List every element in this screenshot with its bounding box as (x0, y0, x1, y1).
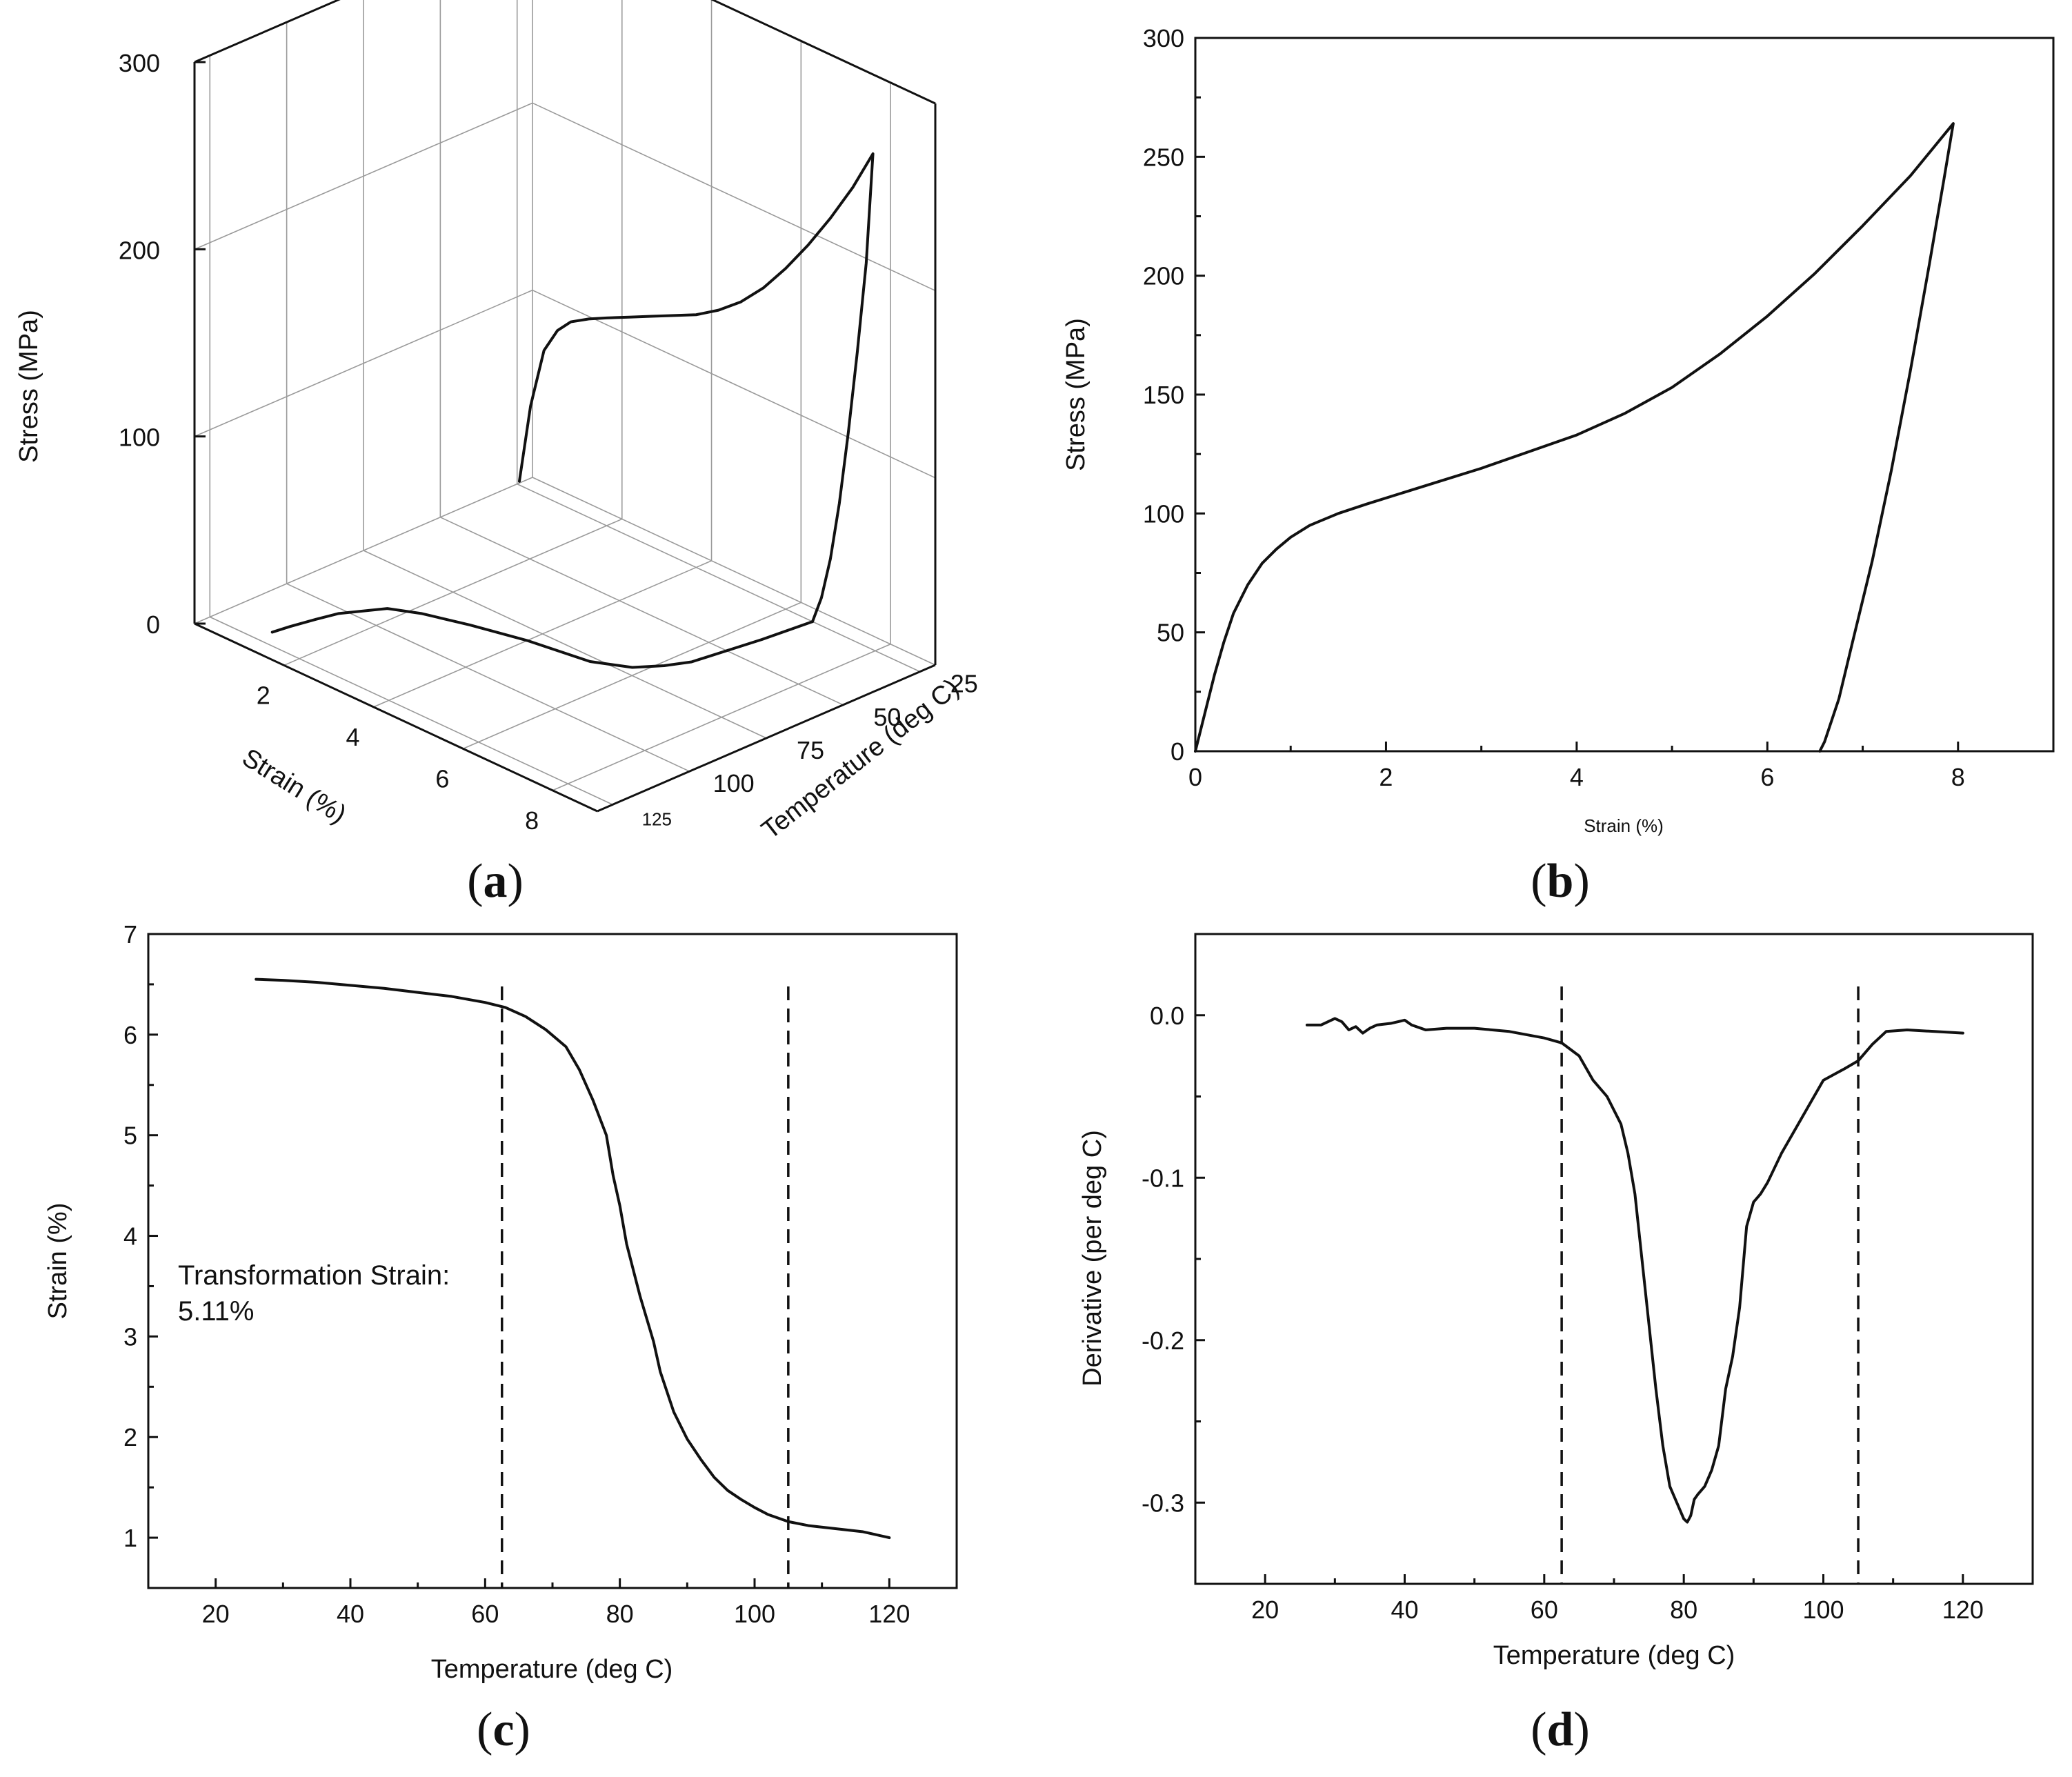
panel-b-axes: 0 2 4 6 8 0 50 100 150 200 250 300 (1143, 24, 2055, 791)
y-tick-label: -0.3 (1142, 1489, 1184, 1517)
panel-b-xlabel: Strain (%) (1584, 815, 1664, 836)
top-back-edge (194, 0, 341, 63)
panel-c-ylabel: Strain (%) (43, 1203, 72, 1320)
panel-b-label: (b) (1531, 855, 1590, 908)
panel-a-zlabel: Stress (MPa) (14, 310, 43, 463)
strain-axis (194, 622, 598, 813)
panel-a-ylabel: Temperature (deg C) (757, 673, 965, 845)
y-tick-label: 100 (1143, 499, 1184, 528)
panel-a-xlabel: Strain (%) (237, 743, 352, 829)
floor-grid-temperature (209, 616, 613, 806)
y-tick-label: 4 (123, 1222, 137, 1251)
y-tick-label: 50 (873, 703, 901, 731)
y-tick-label: 100 (713, 769, 755, 797)
y-tick-label: 6 (123, 1021, 137, 1049)
y-tick-label: 50 (1157, 619, 1184, 647)
x-tick-label: 2 (1379, 763, 1393, 791)
temperature-axis (597, 664, 936, 813)
y-tick-label: 150 (1143, 381, 1184, 409)
y-tick-label: -0.1 (1142, 1164, 1184, 1192)
panel-d-ylabel: Derivative (per deg C) (1078, 1130, 1107, 1387)
x-tick-label: 120 (868, 1600, 910, 1628)
wall-grid-stress (194, 102, 533, 250)
floor-grid-temperature (440, 517, 844, 706)
z-tick-label: 300 (119, 49, 160, 77)
x-tick-label: 80 (606, 1600, 634, 1628)
panel-c-annotation-value: 5.11% (178, 1296, 254, 1327)
x-tick-label: 80 (1670, 1596, 1697, 1624)
y-tick-label: 1 (123, 1524, 137, 1552)
wall-grid-stress (194, 477, 533, 624)
x-tick-label: 2 (257, 681, 270, 709)
panel-c-series-strain (255, 977, 891, 1540)
x-tick-label: 20 (202, 1600, 230, 1628)
x-tick-label: 4 (346, 723, 360, 751)
panel-b-series-stress-strain (1194, 122, 1955, 753)
wall-grid-stress (194, 289, 533, 437)
top-right-edge (710, 0, 936, 105)
floor-grid-temperature (286, 583, 690, 772)
y-tick-label: 250 (1143, 143, 1184, 171)
panel-b-ylabel: Stress (MPa) (1062, 318, 1090, 471)
panel-c-label: (c) (477, 1703, 530, 1756)
panel-d: 20 40 60 80 100 120 0.0 -0.1 -0.2 -0.3 Derivative… (1078, 933, 2034, 1756)
panel-a-series-recovery (270, 607, 814, 669)
panel-d-series-derivative (1305, 1017, 1964, 1524)
x-tick-label: 4 (1570, 763, 1584, 791)
x-tick-label: 60 (471, 1600, 499, 1628)
y-tick-label: 5 (123, 1122, 137, 1150)
panel-d-axes: 20 40 60 80 100 120 0.0 -0.1 -0.2 -0.3 (1142, 933, 2034, 1624)
panel-a-axes (193, 0, 937, 813)
floor-grid-temperature (363, 550, 767, 739)
x-tick-label: 8 (1951, 763, 1965, 791)
panel-c-xlabel: Temperature (deg C) (431, 1655, 673, 1684)
x-tick-label: 0 (1188, 763, 1202, 791)
z-tick-label: 200 (119, 236, 160, 264)
side-grid-stress (532, 289, 936, 479)
y-tick-label: 75 (797, 736, 824, 764)
panel-a-tick-labels: 0 100 200 300 2 4 6 8 25 50 75 100 125 (119, 49, 978, 835)
y-tick-label: 300 (1143, 24, 1184, 52)
side-grid-stress (532, 102, 936, 292)
y-tick-label: 7 (123, 920, 137, 949)
panel-c-annotation-title: Transformation Strain: (178, 1260, 450, 1291)
x-tick-label: 40 (1391, 1596, 1418, 1624)
z-tick-label: 0 (146, 610, 160, 639)
y-tick-label: 3 (123, 1322, 137, 1351)
x-tick-label: 100 (734, 1600, 775, 1628)
y-tick-label: 0.0 (1150, 1002, 1184, 1030)
panel-d-plot-frame (1194, 933, 2034, 1585)
y-tick-label: 125 (642, 808, 672, 829)
side-grid-stress (712, 0, 936, 104)
x-tick-label: 6 (1760, 763, 1774, 791)
panel-a-label: (a) (467, 855, 524, 908)
y-tick-label: 25 (950, 670, 978, 698)
x-tick-label: 120 (1942, 1596, 1984, 1624)
y-tick-label: -0.2 (1142, 1327, 1184, 1355)
side-grid-stress (532, 477, 936, 666)
x-tick-label: 6 (435, 764, 449, 793)
panel-d-label: (d) (1531, 1703, 1590, 1756)
panel-a-series-loading (517, 152, 875, 624)
panel-c-axes: 20 40 60 80 100 120 1 2 3 4 5 6 7 (123, 920, 958, 1628)
y-tick-label: 2 (123, 1423, 137, 1451)
x-tick-label: 8 (525, 806, 539, 835)
floor-grid-temperature (517, 483, 921, 673)
panel-b-plot-frame (1194, 37, 2055, 753)
x-tick-label: 20 (1251, 1596, 1279, 1624)
panel-c: 20 40 60 80 100 120 1 2 3 4 5 6 7 Transformation Str… (43, 920, 958, 1756)
x-tick-label: 40 (337, 1600, 364, 1628)
panel-b: 0 2 4 6 8 0 50 100 150 200 250 300 Stress (MPa) Str… (1062, 24, 2055, 908)
y-tick-label: 200 (1143, 262, 1184, 290)
z-tick-label: 100 (119, 424, 160, 452)
y-tick-label: 0 (1171, 737, 1184, 766)
panel-d-xlabel: Temperature (deg C) (1493, 1641, 1735, 1670)
x-tick-label: 60 (1531, 1596, 1558, 1624)
x-tick-label: 100 (1802, 1596, 1844, 1624)
